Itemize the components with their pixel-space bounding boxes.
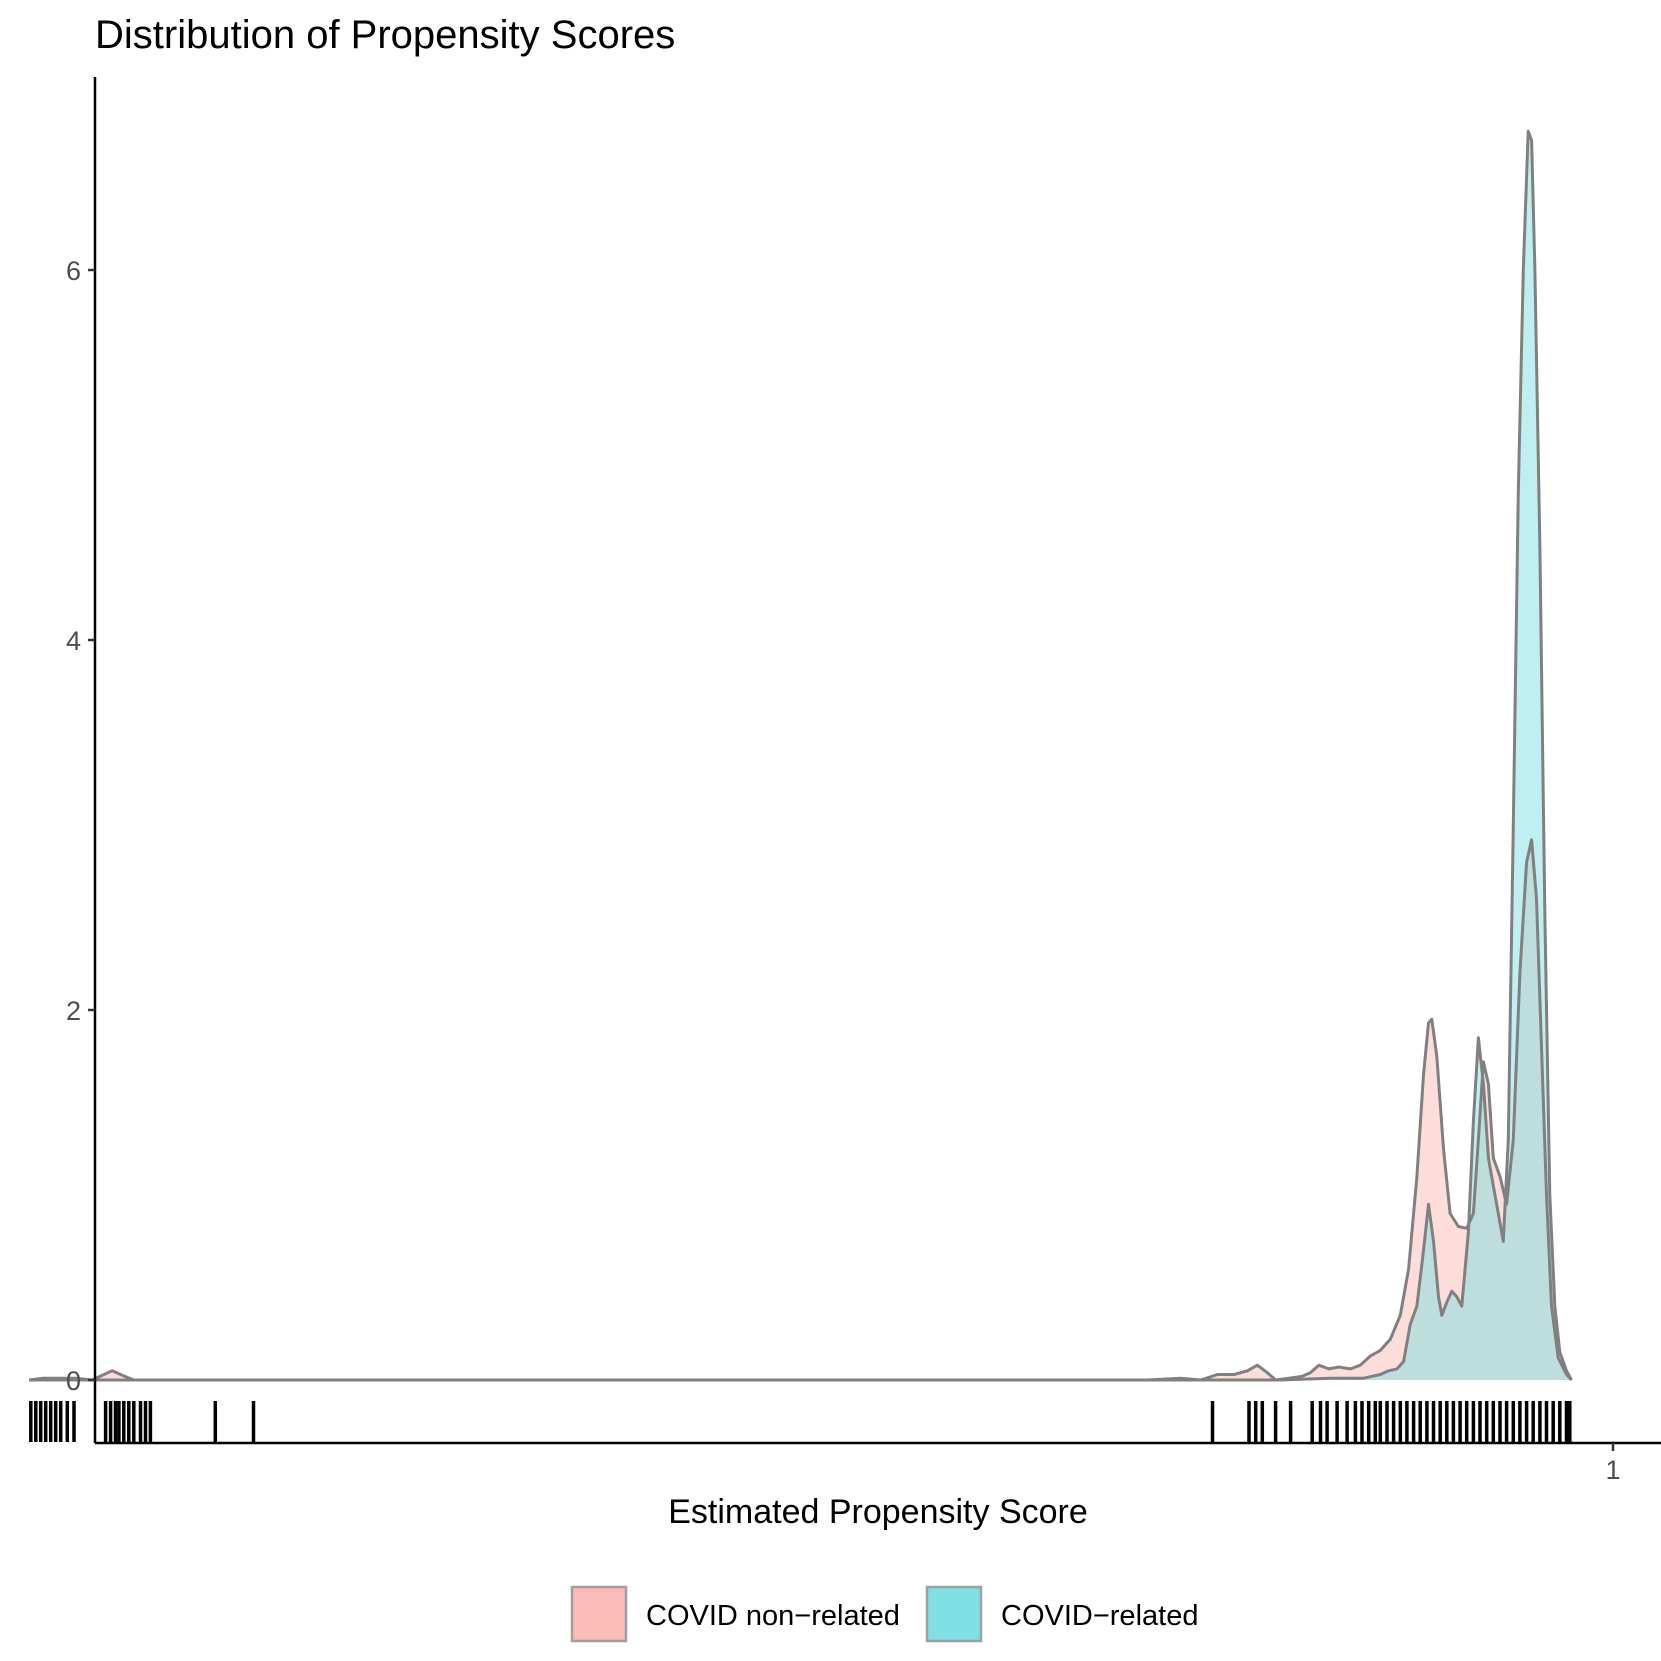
x-tick-label: 1 bbox=[1605, 1455, 1620, 1485]
x-axis-ticks: 1 bbox=[1605, 1443, 1621, 1485]
legend-label-covid-related: COVID−related bbox=[1001, 1600, 1198, 1632]
legend: COVID non−related COVID−related bbox=[570, 1585, 1198, 1643]
x-axis-title: Estimated Propensity Score bbox=[668, 1493, 1088, 1531]
density-area-covid-non-related bbox=[29, 839, 1572, 1380]
y-tick-label: 0 bbox=[66, 1366, 81, 1396]
chart-title: Distribution of Propensity Scores bbox=[95, 13, 675, 57]
y-tick-label: 2 bbox=[66, 996, 81, 1026]
legend-swatch-covid-non-related bbox=[570, 1585, 628, 1643]
y-tick-label: 6 bbox=[66, 256, 81, 286]
density-line-covid-related bbox=[29, 129, 1573, 1382]
density-area-covid-related bbox=[29, 131, 1572, 1380]
y-axis-ticks: 0 2 4 6 bbox=[66, 256, 95, 1396]
density-areas bbox=[28, 129, 1573, 1382]
legend-swatch-covid-related bbox=[925, 1585, 983, 1643]
density-line-covid-non-related bbox=[28, 838, 1573, 1382]
rug-marks bbox=[29, 1401, 1572, 1442]
legend-label-covid-non-related: COVID non−related bbox=[646, 1600, 900, 1632]
y-tick-label: 4 bbox=[66, 626, 81, 656]
